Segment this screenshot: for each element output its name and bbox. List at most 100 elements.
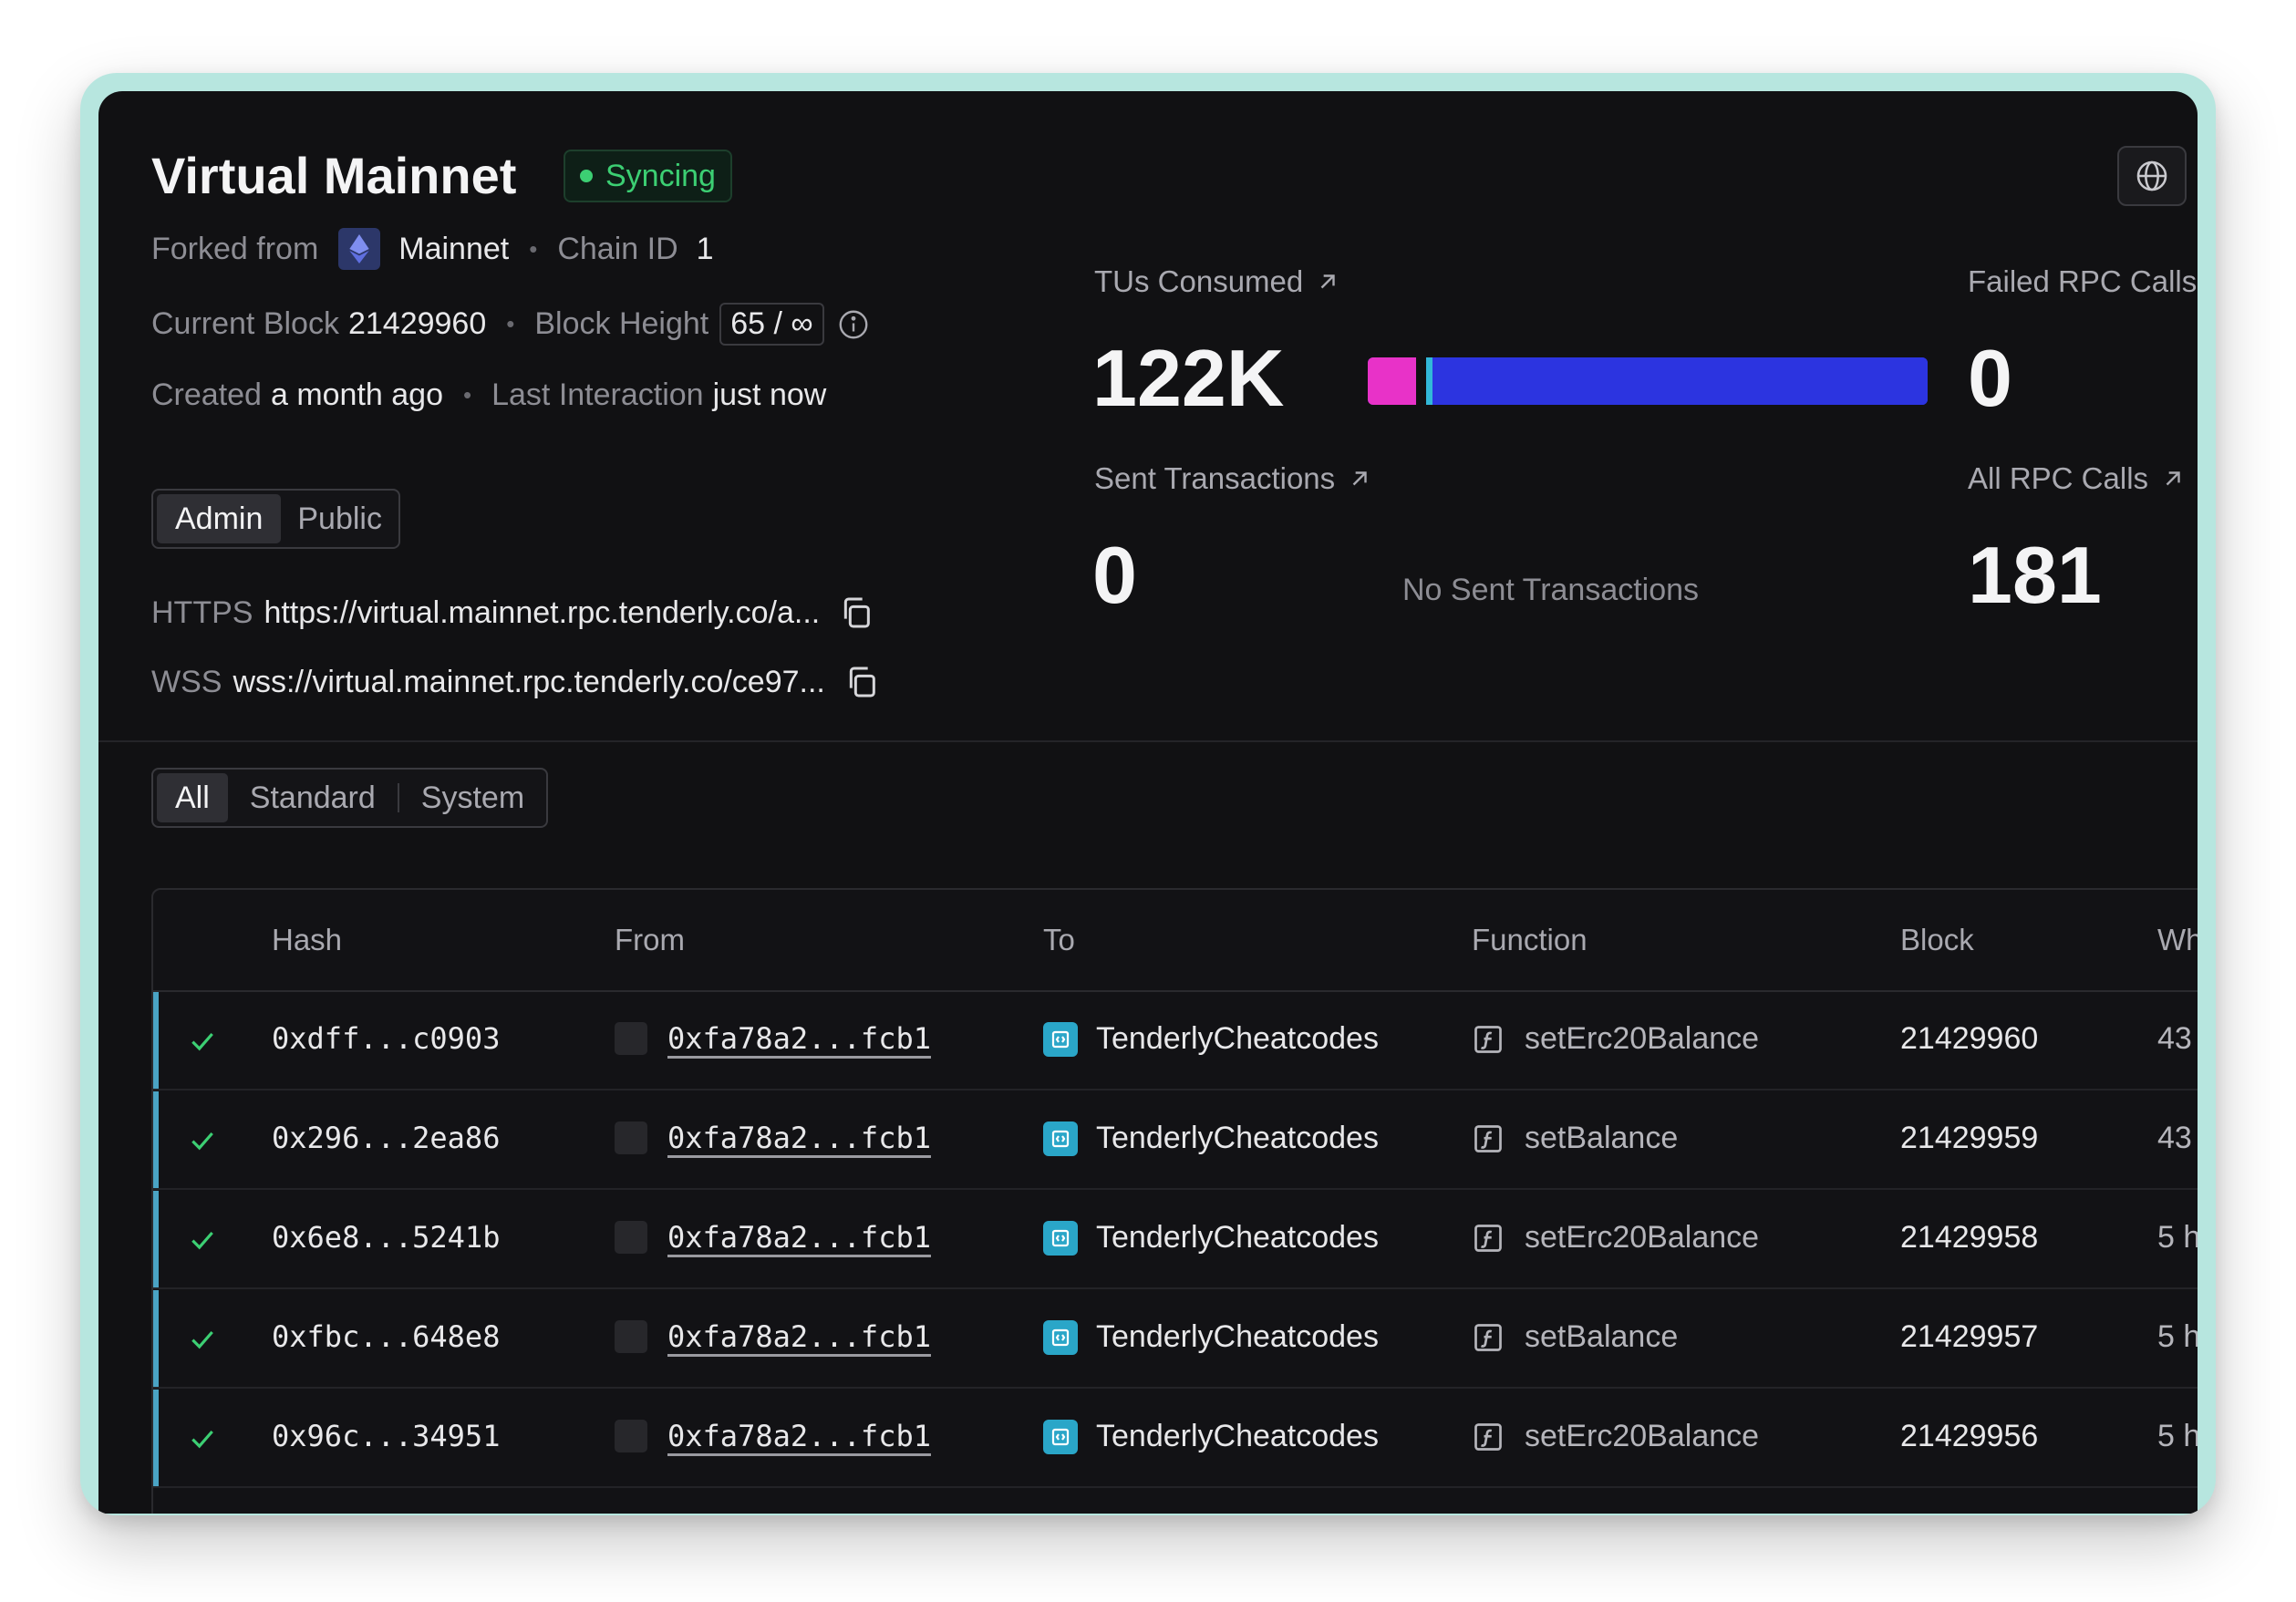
virtual-testnet-panel: Virtual Mainnet Syncing Forked from Main…	[98, 91, 2198, 1514]
tx-hash[interactable]: 0xfbc...648e8	[272, 1319, 501, 1354]
arrow-up-right-icon	[1352, 471, 1367, 486]
tus-consumed-link[interactable]: TUs Consumed	[1094, 264, 1339, 299]
contract-icon	[1043, 1021, 1078, 1057]
check-icon	[191, 1330, 213, 1349]
usage-bar-segment	[1432, 357, 1928, 405]
to-contract[interactable]: TenderlyCheatcodes	[1096, 1021, 1379, 1056]
copy-icon[interactable]	[838, 594, 874, 631]
last-interaction-label: Last Interaction	[491, 377, 704, 412]
check-icon	[191, 1132, 213, 1151]
table-row[interactable]: 0x96c...34951 0xfa78a2...fcb1 TenderlyChea…	[153, 1390, 2198, 1488]
block-info-row: Current Block 21429960 • Block Height 65…	[151, 303, 870, 346]
tx-hash[interactable]: 0x296...2ea86	[272, 1121, 501, 1155]
block-number[interactable]: 21429957	[1900, 1319, 2039, 1354]
to-contract[interactable]: TenderlyCheatcodes	[1096, 1319, 1379, 1354]
tus-usage-bar	[1368, 357, 1928, 405]
from-cell: 0xfa78a2...fcb1	[615, 1021, 931, 1056]
check-icon	[191, 1231, 213, 1250]
window-frame: Virtual Mainnet Syncing Forked from Main…	[80, 73, 2216, 1515]
usage-bar-segment	[1416, 357, 1427, 405]
to-cell: TenderlyCheatcodes	[1043, 1220, 1379, 1256]
check-icon	[191, 1032, 213, 1051]
function-name: setErc20Balance	[1525, 1419, 1760, 1453]
from-address[interactable]: 0xfa78a2...fcb1	[667, 1220, 931, 1255]
contract-icon	[1043, 1319, 1078, 1355]
copy-icon[interactable]	[843, 664, 880, 700]
from-address[interactable]: 0xfa78a2...fcb1	[667, 1121, 931, 1155]
function-name: setErc20Balance	[1525, 1021, 1760, 1056]
from-cell: 0xfa78a2...fcb1	[615, 1419, 931, 1453]
sent-transactions-link[interactable]: Sent Transactions	[1094, 461, 1371, 496]
function-cell: setErc20Balance	[1472, 1021, 1759, 1057]
contract-icon	[1043, 1121, 1078, 1156]
function-icon	[1474, 1422, 1502, 1451]
function-name: setErc20Balance	[1525, 1220, 1760, 1255]
section-divider	[98, 740, 2198, 742]
wss-url: wss://virtual.mainnet.rpc.tenderly.co/ce…	[233, 664, 825, 699]
https-url: https://virtual.mainnet.rpc.tenderly.co/…	[264, 594, 821, 630]
all-rpc-calls-label: All RPC Calls	[1968, 461, 2149, 495]
filter-all[interactable]: All	[157, 773, 228, 822]
all-rpc-calls-value: 181	[1968, 530, 2102, 620]
https-label: HTTPS	[151, 594, 253, 630]
block-height-label: Block Height	[534, 306, 709, 341]
to-cell: TenderlyCheatcodes	[1043, 1021, 1379, 1057]
table-header: Hash From To Function Block Wh	[153, 890, 2198, 992]
tx-hash[interactable]: 0x6e8...5241b	[272, 1220, 501, 1255]
block-height-value: 65 / ∞	[719, 303, 824, 346]
function-name: setBalance	[1525, 1319, 1679, 1354]
from-address[interactable]: 0xfa78a2...fcb1	[667, 1021, 931, 1056]
current-block-label: Current Block	[151, 306, 339, 341]
usage-bar-segment	[1426, 357, 1432, 405]
column-block: Block	[1900, 923, 1974, 956]
from-address[interactable]: 0xfa78a2...fcb1	[667, 1419, 931, 1453]
column-from: From	[615, 923, 685, 956]
address-avatar	[615, 1022, 647, 1055]
column-when: Wh	[2157, 923, 2198, 956]
row-status-edge	[153, 992, 159, 1089]
to-contract[interactable]: TenderlyCheatcodes	[1096, 1121, 1379, 1155]
activity-info-row: Created a month ago • Last Interaction j…	[151, 377, 827, 412]
function-icon	[1474, 1124, 1502, 1152]
column-to: To	[1043, 923, 1075, 956]
contract-icon	[1043, 1220, 1078, 1256]
column-hash: Hash	[272, 923, 343, 956]
table-row[interactable]: 0x296...2ea86 0xfa78a2...fcb1 TenderlyChea…	[153, 1091, 2198, 1190]
block-number[interactable]: 21429958	[1900, 1220, 2039, 1255]
tx-hash[interactable]: 0x96c...34951	[272, 1419, 501, 1453]
filter-standard[interactable]: Standard	[249, 780, 376, 815]
explorer-button[interactable]	[2117, 146, 2187, 206]
block-number[interactable]: 21429960	[1900, 1021, 2039, 1056]
transaction-type-filter: All Standard System	[151, 768, 549, 828]
block-number[interactable]: 21429959	[1900, 1121, 2039, 1155]
admin-tab[interactable]: Admin	[157, 494, 282, 543]
address-avatar	[615, 1320, 647, 1353]
info-icon[interactable]	[837, 308, 870, 341]
arrow-up-right-icon	[2166, 471, 2180, 486]
tx-time: 5 h	[2157, 1220, 2198, 1255]
from-cell: 0xfa78a2...fcb1	[615, 1319, 931, 1354]
table-row[interactable]: 0xfbc...648e8 0xfa78a2...fcb1 TenderlyChea…	[153, 1290, 2198, 1389]
tx-time: 5 h	[2157, 1319, 2198, 1354]
contract-icon	[1043, 1419, 1078, 1454]
table-row[interactable]: 0xdff...c0903 0xfa78a2...fcb1 TenderlyChea…	[153, 992, 2198, 1090]
filter-system[interactable]: System	[420, 780, 525, 815]
public-tab[interactable]: Public	[297, 501, 382, 536]
forked-network[interactable]: Mainnet	[398, 231, 510, 266]
block-number[interactable]: 21429956	[1900, 1419, 2039, 1453]
tus-consumed-value: 122K	[1092, 333, 1285, 423]
to-contract[interactable]: TenderlyCheatcodes	[1096, 1220, 1379, 1255]
access-toggle: Admin Public	[151, 489, 400, 549]
current-block-value: 21429960	[347, 306, 487, 341]
from-cell: 0xfa78a2...fcb1	[615, 1220, 931, 1255]
chain-id-label: Chain ID	[557, 231, 678, 266]
last-interaction-value: just now	[712, 377, 827, 412]
all-rpc-calls-link[interactable]: All RPC Calls	[1968, 461, 2185, 496]
to-cell: TenderlyCheatcodes	[1043, 1419, 1379, 1454]
from-address[interactable]: 0xfa78a2...fcb1	[667, 1319, 931, 1354]
tx-hash[interactable]: 0xdff...c0903	[272, 1021, 501, 1056]
status-dot	[580, 170, 593, 182]
table-row[interactable]: 0x6e8...5241b 0xfa78a2...fcb1 TenderlyChea…	[153, 1191, 2198, 1289]
sent-transactions-value: 0	[1092, 530, 1137, 620]
to-contract[interactable]: TenderlyCheatcodes	[1096, 1419, 1379, 1453]
